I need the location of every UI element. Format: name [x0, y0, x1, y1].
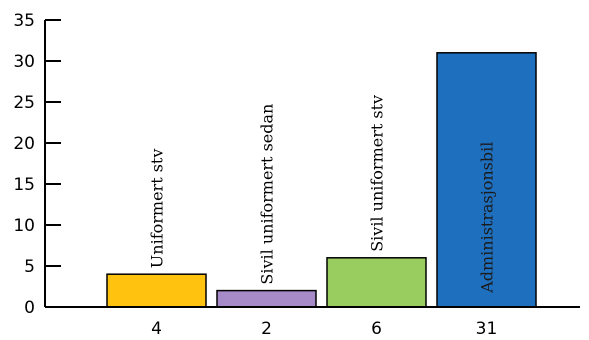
bar	[436, 52, 537, 308]
value-label: 6	[371, 319, 382, 339]
value-label: 2	[261, 319, 272, 339]
y-tick-label: 25	[13, 93, 35, 113]
bar	[106, 273, 207, 308]
value-labels: 4 2 6 31	[151, 319, 497, 339]
category-label: Administrasjonsbil	[478, 142, 497, 294]
bar	[326, 257, 427, 308]
bars	[106, 52, 537, 308]
y-tick-label: 15	[13, 175, 35, 195]
y-tick-label: 0	[24, 298, 35, 318]
y-tick-label: 35	[13, 11, 35, 31]
y-tick-label: 20	[13, 134, 35, 154]
bar	[216, 289, 317, 308]
category-label: Sivil uniformert sedan	[258, 104, 277, 285]
value-label: 4	[151, 319, 162, 339]
category-labels: Uniformert stv Sivil uniformert sedan Sivi…	[148, 95, 497, 294]
category-label: Uniformert stv	[148, 149, 167, 269]
y-axis: 0 5 10 15 20 25 30 35	[13, 11, 61, 318]
y-tick-label: 5	[24, 257, 35, 277]
y-tick-label: 10	[13, 216, 35, 236]
value-label: 31	[476, 319, 498, 339]
y-tick-label: 30	[13, 52, 35, 72]
category-label: Sivil uniformert stv	[368, 95, 387, 252]
